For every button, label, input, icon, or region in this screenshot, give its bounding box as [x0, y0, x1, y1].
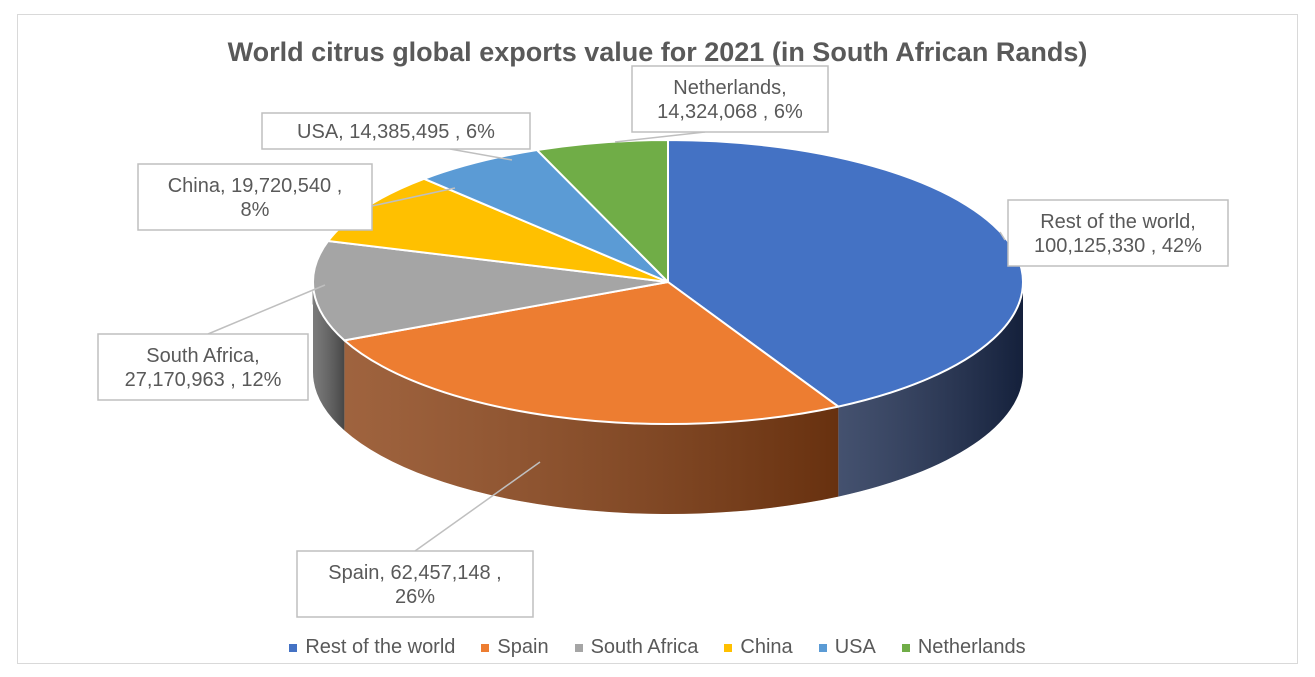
legend-label-south-africa: South Africa: [590, 636, 699, 658]
legend-swatch-rest-of-the-world: [289, 643, 298, 652]
data-label-text-usa: USA, 14,385,495 , 6%: [297, 121, 495, 143]
legend-label-rest-of-the-world: Rest of the world: [305, 636, 456, 658]
leader-line-spain: [414, 461, 541, 552]
data-label-text-spain: 26%: [395, 586, 435, 608]
legend-item-usa: USA: [818, 636, 876, 659]
leader-line-south-africa: [207, 284, 326, 335]
legend-label-spain: Spain: [497, 636, 549, 658]
legend-item-rest-of-the-world: Rest of the world: [289, 636, 455, 659]
legend-label-usa: USA: [834, 636, 876, 658]
pie-side-shade-rest-of-the-world: [838, 282, 1023, 497]
pie-sides: [312, 282, 1023, 514]
label-leader-lines: [207, 131, 1006, 552]
data-label-text-south-africa: South Africa,: [146, 345, 259, 367]
data-label-box-spain: [296, 550, 534, 618]
data-label-text-south-africa: 27,170,963 , 12%: [125, 369, 282, 391]
data-label-text-netherlands: Netherlands,: [673, 77, 786, 99]
pie-slice-spain: [343, 281, 840, 425]
data-label-box-netherlands: [631, 65, 829, 133]
pie-slice-netherlands: [536, 139, 669, 283]
data-label-text-rest-of-the-world: 100,125,330 , 42%: [1034, 235, 1202, 257]
legend-swatch-south-africa: [574, 643, 583, 652]
legend: Rest of the world Spain South Africa China U…: [0, 636, 1315, 659]
pie-slice-usa: [423, 149, 669, 283]
data-label-box-rest-of-the-world: [1007, 199, 1229, 267]
data-label-box-china: [137, 163, 373, 231]
legend-item-china: China: [724, 636, 793, 659]
data-label-text-rest-of-the-world: Rest of the world,: [1040, 211, 1196, 233]
data-label-text-netherlands: 14,324,068 , 6%: [657, 101, 803, 123]
leader-line-china: [371, 187, 456, 207]
legend-item-spain: Spain: [481, 636, 549, 659]
leader-line-usa: [449, 148, 513, 161]
legend-item-south-africa: South Africa: [574, 636, 699, 659]
chart-title: World citrus global exports value for 20…: [227, 37, 1088, 67]
legend-swatch-netherlands: [901, 643, 910, 652]
data-label-text-spain: Spain, 62,457,148 ,: [328, 562, 501, 584]
legend-swatch-spain: [481, 643, 490, 652]
data-label-text-china: China, 19,720,540 ,: [168, 175, 343, 197]
leader-line-rest-of-the-world: [999, 231, 1006, 241]
data-label-box-usa: [261, 112, 531, 150]
pie-tops: [312, 139, 1024, 425]
pie-side-shade-spain: [344, 340, 839, 514]
legend-label-china: China: [740, 636, 793, 658]
leader-line-netherlands: [614, 131, 706, 143]
pie-side-shade-south-africa: [313, 282, 345, 431]
data-labels: Rest of the world,100,125,330 , 42% Spain…: [97, 65, 1229, 618]
legend-item-netherlands: Netherlands: [901, 636, 1026, 659]
legend-swatch-china: [724, 643, 733, 652]
data-label-text-china: 8%: [241, 199, 270, 221]
legend-swatch-usa: [818, 643, 827, 652]
legend-label-netherlands: Netherlands: [917, 636, 1026, 658]
data-label-box-south-africa: [97, 333, 309, 401]
pie-slice-south-africa: [312, 239, 669, 342]
